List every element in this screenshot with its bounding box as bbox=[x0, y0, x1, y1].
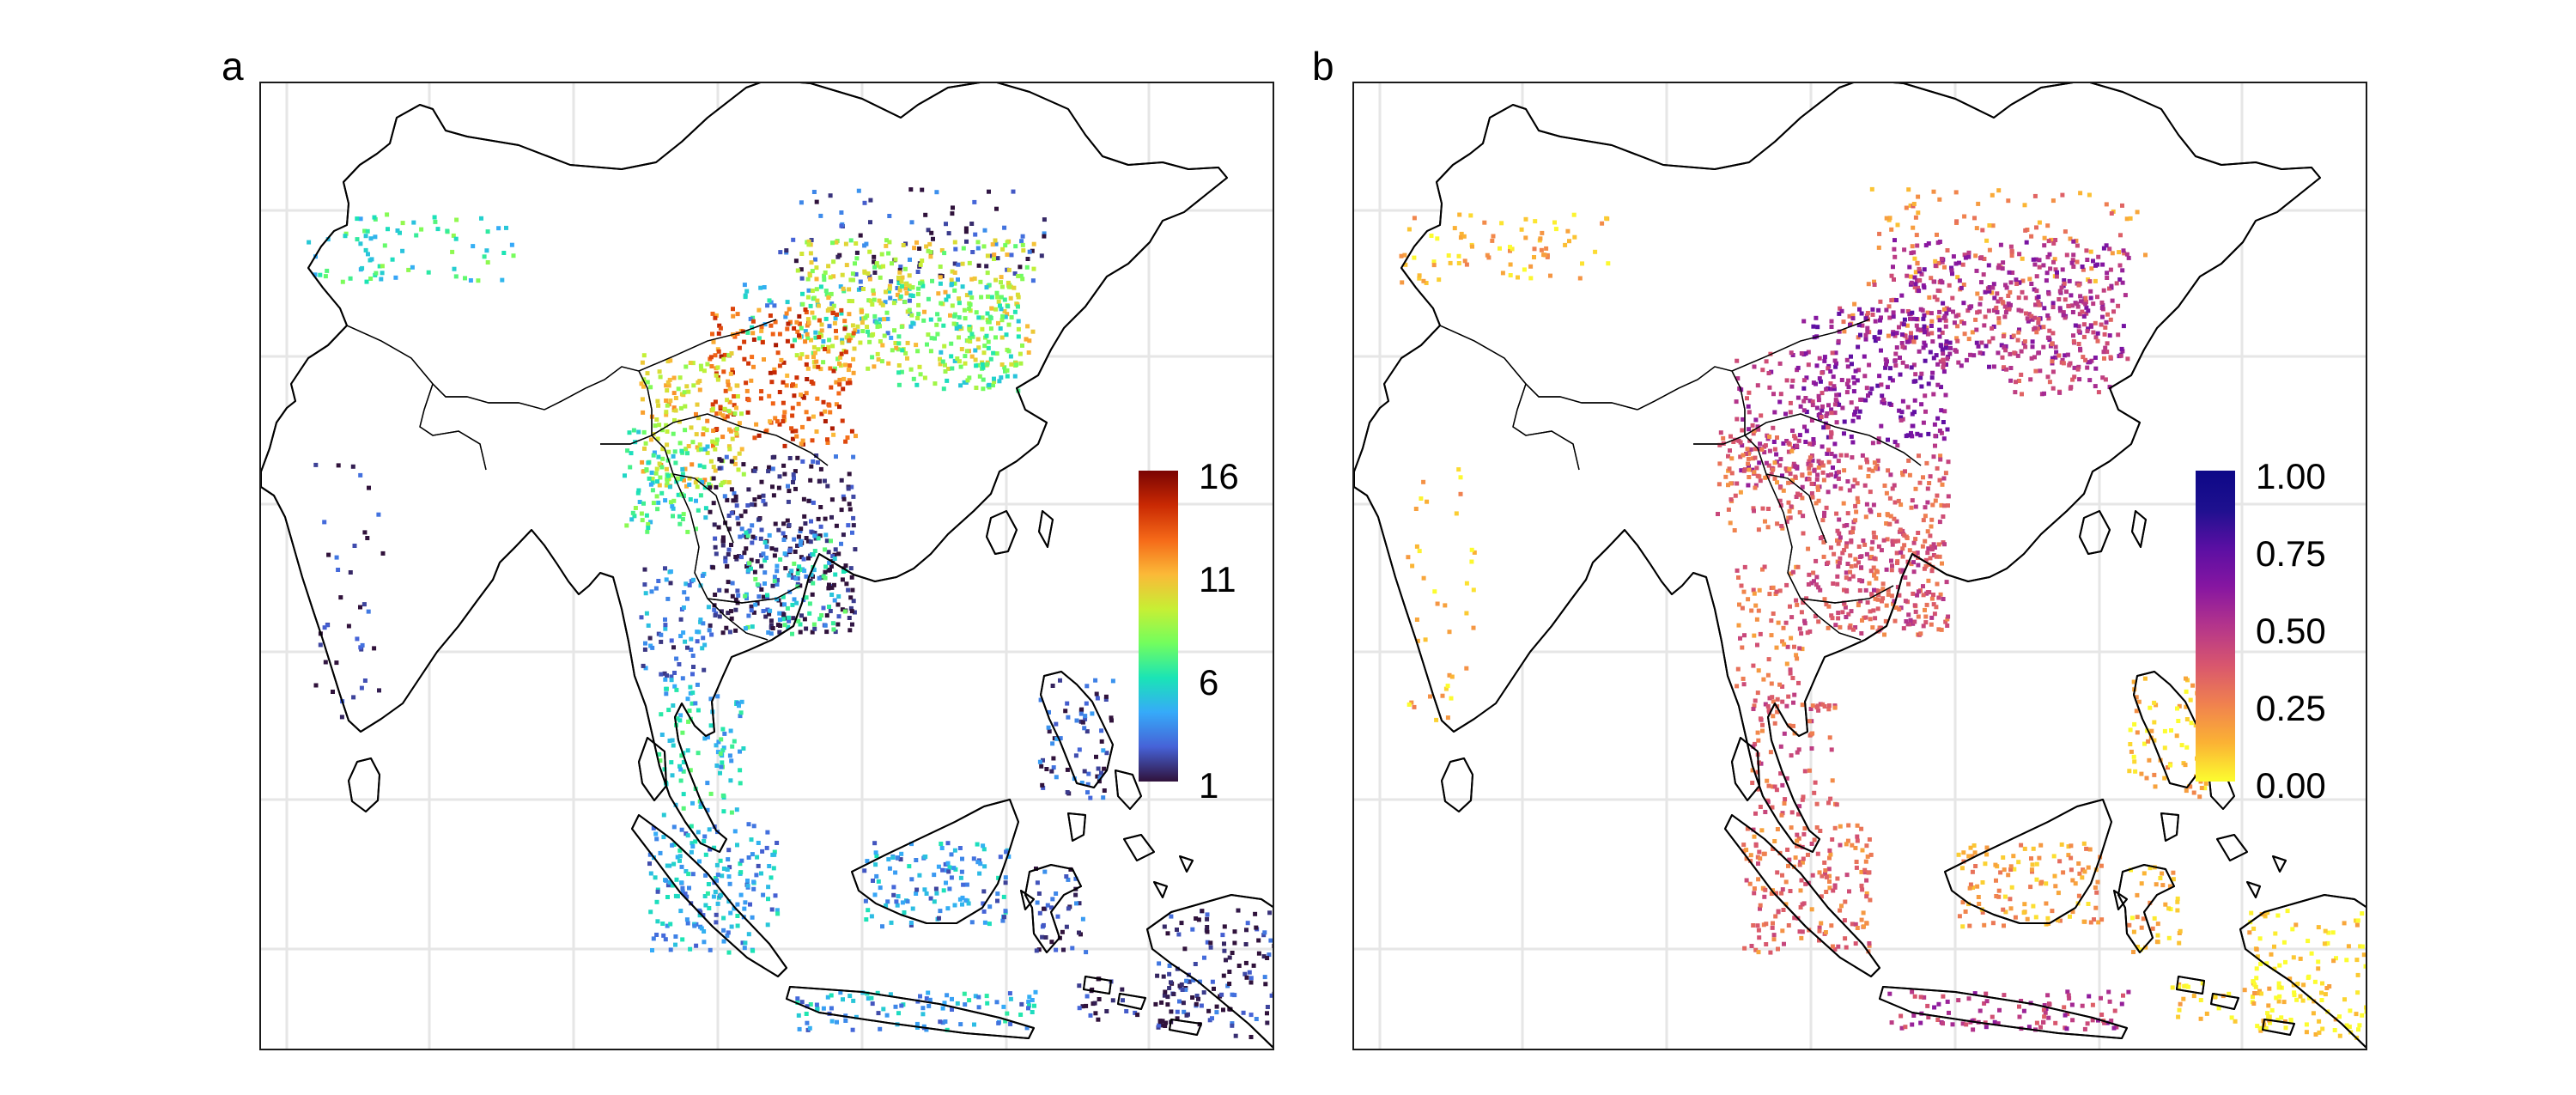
country-border bbox=[544, 366, 640, 411]
island-outline bbox=[2160, 812, 2179, 842]
country-border bbox=[638, 319, 777, 372]
island-outline bbox=[1038, 510, 1054, 548]
colorbar-gradient bbox=[2196, 471, 2235, 782]
map-panel-a bbox=[259, 82, 1274, 1050]
island-outline bbox=[1169, 1019, 1202, 1036]
land-outlines bbox=[261, 83, 1273, 1049]
island-outline bbox=[1944, 799, 2112, 924]
colorbar-a-tick: 16 bbox=[1199, 456, 1239, 496]
country-border bbox=[346, 325, 545, 411]
island-outline bbox=[2272, 855, 2287, 873]
country-border bbox=[1765, 473, 1862, 641]
land-outlines bbox=[1354, 83, 2366, 1049]
island-outline bbox=[2079, 510, 2111, 555]
colorbar-b-tick: 1.00 bbox=[2256, 456, 2326, 496]
country-border bbox=[707, 585, 801, 604]
island-outline bbox=[2133, 671, 2207, 788]
island-outline bbox=[1724, 814, 1880, 977]
island-outline bbox=[1879, 986, 2128, 1039]
colorbar-b-tick: 0.25 bbox=[2256, 688, 2326, 728]
country-border bbox=[1731, 319, 1870, 372]
country-border bbox=[651, 413, 829, 466]
mainland-outline bbox=[1354, 83, 2321, 853]
country-border bbox=[1731, 370, 1746, 435]
island-outline bbox=[1731, 737, 1760, 801]
country-border bbox=[1512, 383, 1580, 471]
country-border bbox=[1637, 366, 1733, 411]
island-outline bbox=[2117, 864, 2175, 953]
island-outline bbox=[1441, 757, 1473, 812]
country-border bbox=[638, 370, 653, 435]
island-outline bbox=[1024, 864, 1082, 953]
island-outline bbox=[786, 986, 1035, 1039]
panel-label-a: a bbox=[222, 44, 244, 88]
country-border bbox=[672, 473, 769, 641]
country-border bbox=[419, 383, 487, 471]
island-outline bbox=[2210, 993, 2239, 1010]
island-outline bbox=[631, 814, 787, 977]
island-outline bbox=[638, 737, 667, 801]
map-b-canvas bbox=[1354, 83, 2366, 1049]
country-border bbox=[1800, 585, 1894, 604]
colorbar-b bbox=[2196, 471, 2235, 782]
island-outline bbox=[1179, 855, 1194, 873]
country-border bbox=[1439, 325, 1638, 411]
colorbar-b-tick: 0.75 bbox=[2256, 533, 2326, 574]
mainland-outline bbox=[261, 83, 1228, 853]
island-outline bbox=[1153, 881, 1168, 898]
island-outline bbox=[1115, 770, 1142, 810]
island-outline bbox=[986, 510, 1018, 555]
island-outline bbox=[2176, 976, 2205, 995]
island-outline bbox=[2131, 510, 2147, 548]
island-outline bbox=[1040, 671, 1114, 788]
colorbar-a-tick: 11 bbox=[1199, 559, 1236, 599]
island-outline bbox=[851, 799, 1019, 924]
colorbar-a-tick: 6 bbox=[1199, 662, 1219, 703]
raster-cells bbox=[1399, 186, 2366, 1040]
colorbar-a-tick: 1 bbox=[1199, 765, 1219, 806]
island-outline bbox=[2239, 894, 2366, 1049]
colorbar-a bbox=[1139, 471, 1178, 782]
island-outline bbox=[348, 757, 380, 812]
island-outline bbox=[1020, 890, 1035, 910]
map-a-canvas bbox=[261, 83, 1273, 1049]
island-outline bbox=[1123, 834, 1155, 861]
colorbar-b-tick: 0.00 bbox=[2256, 765, 2326, 806]
land-outlines bbox=[261, 83, 1273, 1049]
country-border bbox=[1744, 413, 1922, 466]
mainland-outline bbox=[261, 83, 1228, 853]
island-outline bbox=[1067, 812, 1086, 842]
island-outline bbox=[1083, 976, 1112, 995]
island-outline bbox=[1146, 894, 1273, 1049]
panel-label-b: b bbox=[1312, 44, 1334, 88]
colorbar-gradient bbox=[1139, 471, 1178, 782]
island-outline bbox=[2216, 834, 2248, 861]
island-outline bbox=[2113, 890, 2128, 910]
island-outline bbox=[1115, 770, 1142, 810]
raster-cells bbox=[307, 187, 1273, 1039]
island-outline bbox=[2246, 881, 2261, 898]
island-outline bbox=[2262, 1019, 2295, 1036]
island-outline bbox=[1117, 993, 1146, 1010]
colorbar-b-tick: 0.50 bbox=[2256, 611, 2326, 651]
